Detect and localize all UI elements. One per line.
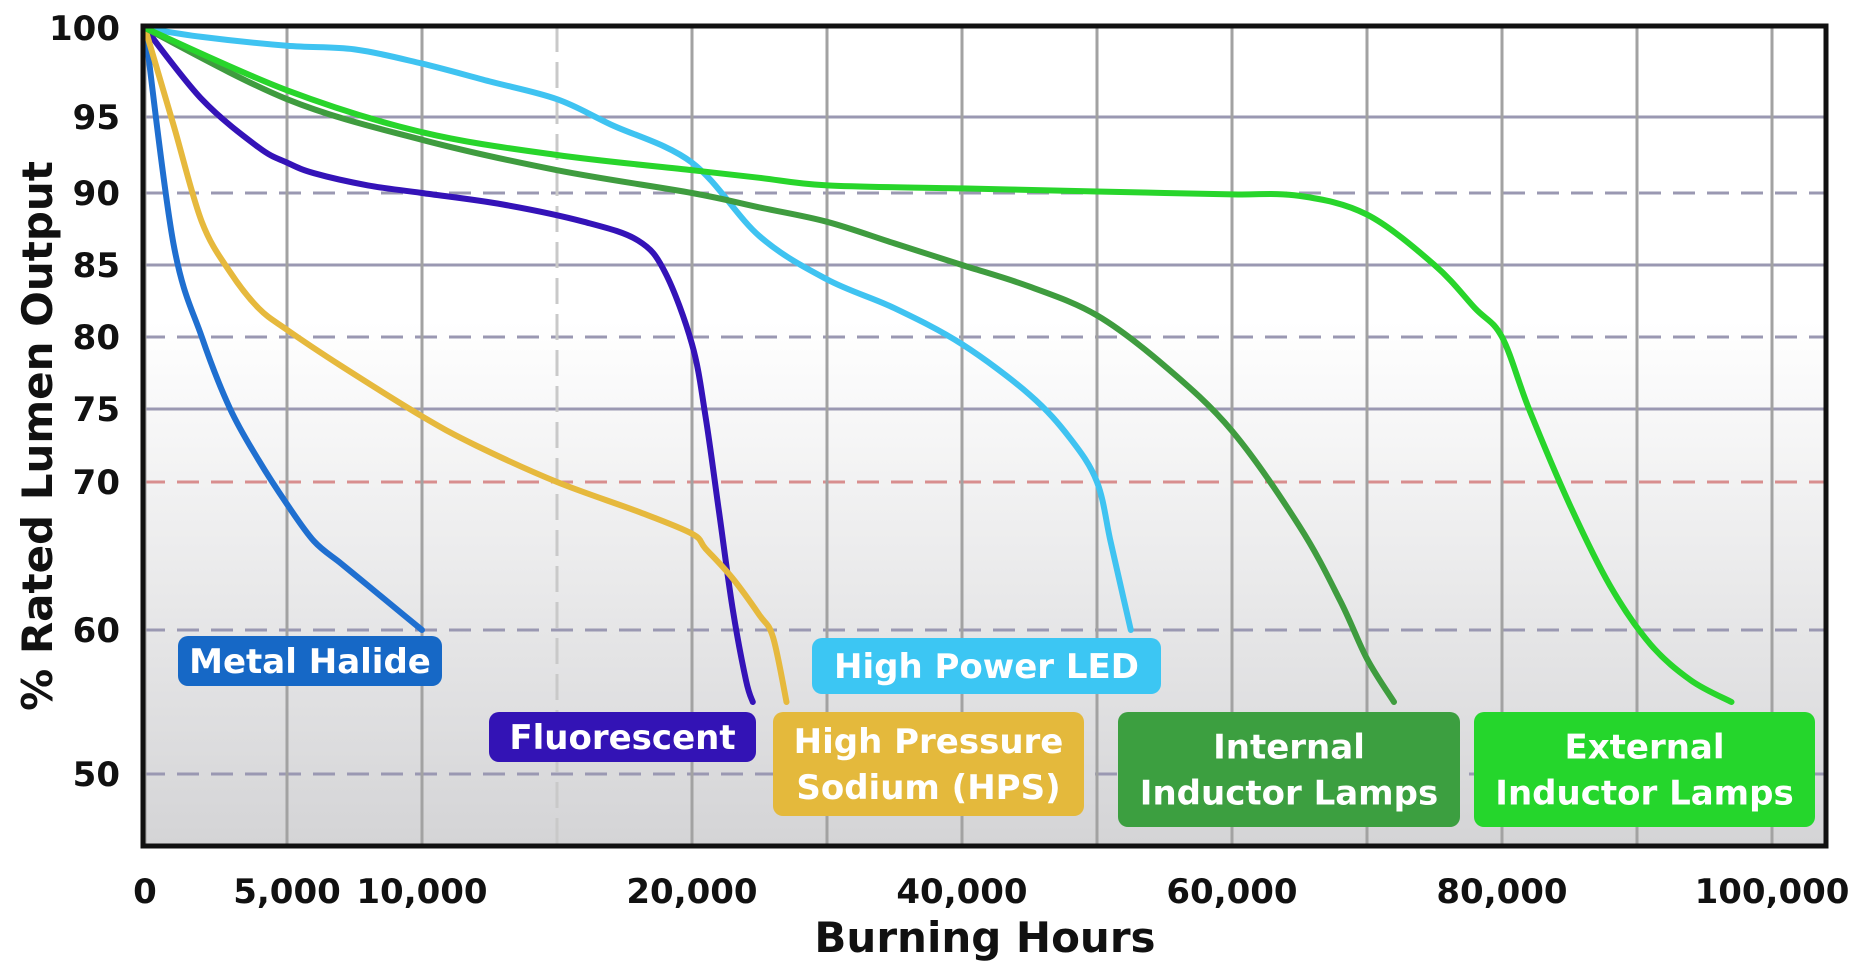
series-label-box [1118, 712, 1460, 827]
series-label-external-inductor-lamps: External Inductor Lamps [1474, 712, 1815, 827]
series-labels: Metal Halide Fluorescent High Power LED Hig… [178, 636, 1815, 827]
series-label-fluorescent: Fluorescent [489, 712, 756, 762]
series-label-box [812, 638, 1161, 694]
x-axis-title: Burning Hours [814, 913, 1155, 962]
series-line-external-inductor-lamps [142, 25, 1735, 705]
series-label-box [489, 712, 756, 762]
series-line-fluorescent [142, 25, 756, 705]
series-label-internal-inductor-lamps: Internal Inductor Lamps [1118, 712, 1460, 827]
x-tick-label: 20,000 [626, 872, 757, 912]
x-tick-label: 100,000 [1695, 872, 1850, 912]
x-tick-label: 80,000 [1436, 872, 1567, 912]
y-axis-title: % Rated Lumen Output [13, 161, 62, 711]
y-tick-label: 70 [73, 463, 120, 503]
y-tick-label: 85 [73, 246, 120, 286]
series-label-text: Internal [1213, 728, 1365, 768]
series-line-high-power-led [142, 25, 1134, 633]
series-lines [142, 25, 1735, 705]
series-label-box [1474, 712, 1815, 827]
series-label-text: External [1564, 728, 1724, 768]
series-label-high-pressure-sodium-hps: High Pressure Sodium (HPS) [773, 712, 1084, 816]
x-tick-label: 40,000 [896, 872, 1027, 912]
series-label-text: Inductor Lamps [1140, 774, 1438, 814]
x-tick-label: 60,000 [1166, 872, 1297, 912]
y-tick-label: 50 [73, 755, 120, 795]
y-tick-label: 60 [73, 611, 120, 651]
series-label-high-power-led: High Power LED [812, 638, 1161, 694]
series-label-box [178, 636, 442, 686]
y-tick-label: 90 [73, 174, 120, 214]
y-tick-label: 100 [49, 9, 120, 49]
x-axis-ticks: 0 5,000 10,000 20,000 40,000 60,000 80,000 100,… [133, 872, 1849, 912]
x-tick-label: 5,000 [233, 872, 341, 912]
plot-border [140, 23, 1829, 849]
series-label-box [773, 712, 1084, 816]
y-tick-label: 95 [73, 98, 120, 138]
series-label-text: Fluorescent [509, 718, 735, 758]
series-line-metal-halide [142, 25, 425, 633]
series-line-high-pressure-sodium-hps [142, 25, 790, 705]
y-tick-label: 80 [73, 318, 120, 358]
y-tick-label: 75 [73, 390, 120, 430]
series-line-internal-inductor-lamps [142, 25, 1397, 705]
series-label-text: High Pressure [794, 722, 1064, 762]
series-label-text: Metal Halide [189, 642, 431, 682]
x-tick-label: 0 [133, 872, 157, 912]
series-label-metal-halide: Metal Halide [178, 636, 442, 686]
x-tick-label: 10,000 [356, 872, 487, 912]
y-axis-ticks: 100 95 90 85 80 75 70 60 50 [49, 9, 120, 795]
series-label-text: High Power LED [834, 647, 1139, 687]
series-label-text: Inductor Lamps [1495, 774, 1793, 814]
series-label-text: Sodium (HPS) [796, 768, 1060, 808]
